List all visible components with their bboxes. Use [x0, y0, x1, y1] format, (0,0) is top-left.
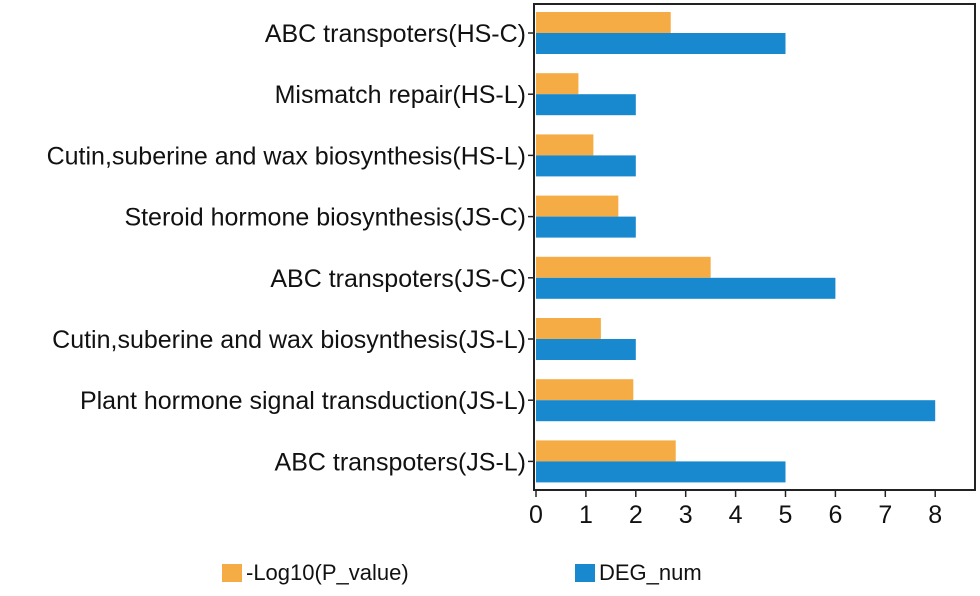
bar-log10-pvalue-7 [536, 440, 676, 462]
x-tick-label-0: 0 [529, 501, 543, 529]
category-label-3: Steroid hormone biosynthesis(JS-C) [124, 204, 526, 232]
category-label-0: ABC transpoters(HS-C) [265, 20, 526, 48]
bar-deg-num-1 [536, 94, 636, 116]
category-label-4: ABC transpoters(JS-C) [270, 265, 526, 293]
legend-swatch-log10-pvalue [222, 564, 242, 582]
category-label-5: Cutin,suberine and wax biosynthesis(JS-L… [52, 326, 526, 354]
bar-log10-pvalue-6 [536, 379, 634, 401]
legend: -Log10(P_value) DEG_num [222, 560, 702, 585]
x-tick-label-4: 4 [729, 501, 743, 529]
bar-log10-pvalue-0 [536, 12, 671, 33]
legend-label-log10-pvalue: -Log10(P_value) [246, 560, 409, 585]
x-tick-label-6: 6 [828, 501, 842, 529]
bar-deg-num-6 [536, 400, 936, 422]
bar-deg-num-2 [536, 155, 636, 177]
bar-log10-pvalue-2 [536, 134, 594, 156]
x-tick-label-8: 8 [928, 501, 942, 529]
category-label-7: ABC transpoters(JS-L) [275, 448, 526, 476]
bar-deg-num-7 [536, 461, 786, 483]
bar-deg-num-4 [536, 277, 836, 299]
bar-log10-pvalue-3 [536, 195, 619, 217]
category-labels: ABC transpoters(HS-C) Mismatch repair(HS-… [47, 20, 534, 476]
plot-frame [533, 3, 976, 491]
x-tick-label-1: 1 [579, 501, 593, 529]
bar-deg-num-3 [536, 216, 636, 238]
bar-log10-pvalue-4 [536, 256, 711, 278]
x-tick-label-3: 3 [679, 501, 693, 529]
bar-log10-pvalue-5 [536, 318, 601, 339]
bar-deg-num-0 [536, 33, 786, 54]
x-axis: 0 1 2 3 4 5 6 7 8 [529, 490, 942, 529]
x-tick-label-5: 5 [779, 501, 793, 529]
category-label-1: Mismatch repair(HS-L) [275, 81, 526, 109]
bar-deg-num-5 [536, 339, 636, 360]
legend-swatch-deg-num [575, 564, 595, 582]
category-label-6: Plant hormone signal transduction(JS-L) [80, 387, 526, 415]
bar-log10-pvalue-1 [536, 73, 579, 95]
category-label-2: Cutin,suberine and wax biosynthesis(HS-L… [47, 142, 526, 170]
x-tick-label-7: 7 [878, 501, 892, 529]
bars-layer [536, 12, 936, 483]
x-tick-label-2: 2 [629, 501, 643, 529]
legend-label-deg-num: DEG_num [599, 560, 702, 585]
